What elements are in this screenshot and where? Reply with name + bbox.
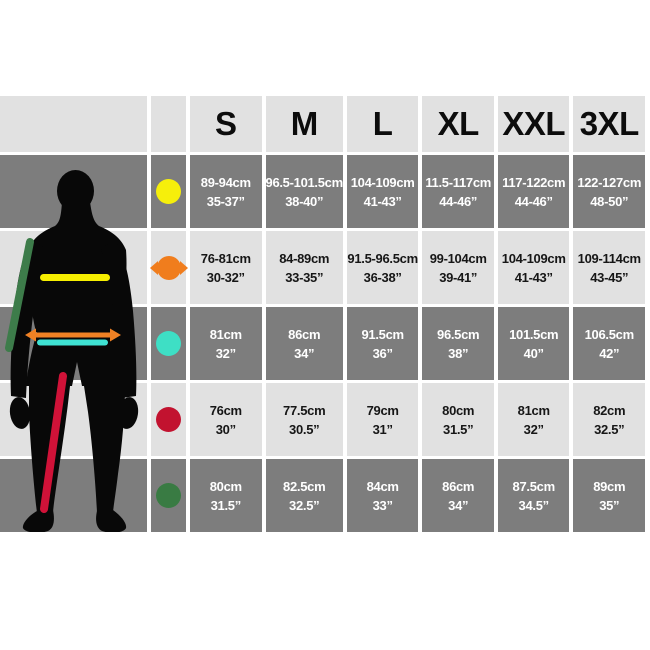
size-value-cell: 81cm 32” <box>497 383 570 456</box>
size-value-cell: 79cm 31” <box>346 383 419 456</box>
size-value-cell: 82cm 32.5” <box>573 383 645 456</box>
size-col-header-xxl: XXL <box>497 96 570 152</box>
size-value-cell: 106.5cm 42” <box>573 307 645 380</box>
size-value-cell: 109-114cm 43-45” <box>573 231 645 304</box>
teal-circle-icon <box>156 331 181 356</box>
size-value-cell: 104-109cm 41-43” <box>497 231 570 304</box>
size-value-cell: 80cm 31.5” <box>422 383 494 456</box>
figure-column-cell <box>0 383 147 456</box>
size-value-cell: 86cm 34” <box>422 459 494 532</box>
size-value-cell: 96.5cm 38” <box>422 307 494 380</box>
green-circle-icon <box>156 483 181 508</box>
size-col-header-l: L <box>346 96 419 152</box>
size-value-cell: 89-94cm 35-37” <box>190 155 262 228</box>
size-value-cell: 80cm 31.5” <box>190 459 262 532</box>
orange-pointed-circle-icon <box>156 255 181 280</box>
size-value-cell: 87.5cm 34.5” <box>497 459 570 532</box>
size-value-cell: 99-104cm 39-41” <box>422 231 494 304</box>
size-value-cell: 77.5cm 30.5” <box>265 383 343 456</box>
measure-dot-cell <box>151 383 186 456</box>
size-value-cell: 11.5-117cm 44-46” <box>422 155 494 228</box>
size-value-cell: 122-127cm 48-50” <box>573 155 645 228</box>
size-col-header-xl: XL <box>422 96 494 152</box>
size-value-cell: 117-122cm 44-46” <box>497 155 570 228</box>
figure-column-cell <box>0 459 147 532</box>
size-value-cell: 104-109cm 41-43” <box>346 155 419 228</box>
size-value-cell: 84-89cm 33-35” <box>265 231 343 304</box>
size-value-cell: 76cm 30” <box>190 383 262 456</box>
size-value-cell: 86cm 34” <box>265 307 343 380</box>
size-value-cell: 82.5cm 32.5” <box>265 459 343 532</box>
yellow-circle-icon <box>156 179 181 204</box>
size-value-cell: 81cm 32” <box>190 307 262 380</box>
size-value-cell: 101.5cm 40” <box>497 307 570 380</box>
figure-column-cell <box>0 307 147 380</box>
measure-dot-cell <box>151 231 186 304</box>
measure-dot-cell <box>151 459 186 532</box>
red-circle-icon <box>156 407 181 432</box>
figure-column-cell <box>0 155 147 228</box>
size-value-cell: 89cm 35” <box>573 459 645 532</box>
size-value-cell: 91.5cm 36” <box>346 307 419 380</box>
figure-header-cell <box>0 96 147 152</box>
size-value-cell: 96.5-101.5cm 38-40” <box>265 155 343 228</box>
size-col-header-s: S <box>190 96 262 152</box>
figure-column-cell <box>0 231 147 304</box>
size-value-cell: 91.5-96.5cm 36-38” <box>346 231 419 304</box>
size-value-cell: 84cm 33” <box>346 459 419 532</box>
size-col-header-m: M <box>265 96 343 152</box>
size-value-cell: 76-81cm 30-32” <box>190 231 262 304</box>
size-table: S M L XL XXL 3XL 89-94cm 35-37” 96.5-101… <box>0 96 645 532</box>
measure-dot-cell <box>151 155 186 228</box>
dot-header-cell <box>151 96 186 152</box>
measure-dot-cell <box>151 307 186 380</box>
size-col-header-3xl: 3XL <box>573 96 645 152</box>
